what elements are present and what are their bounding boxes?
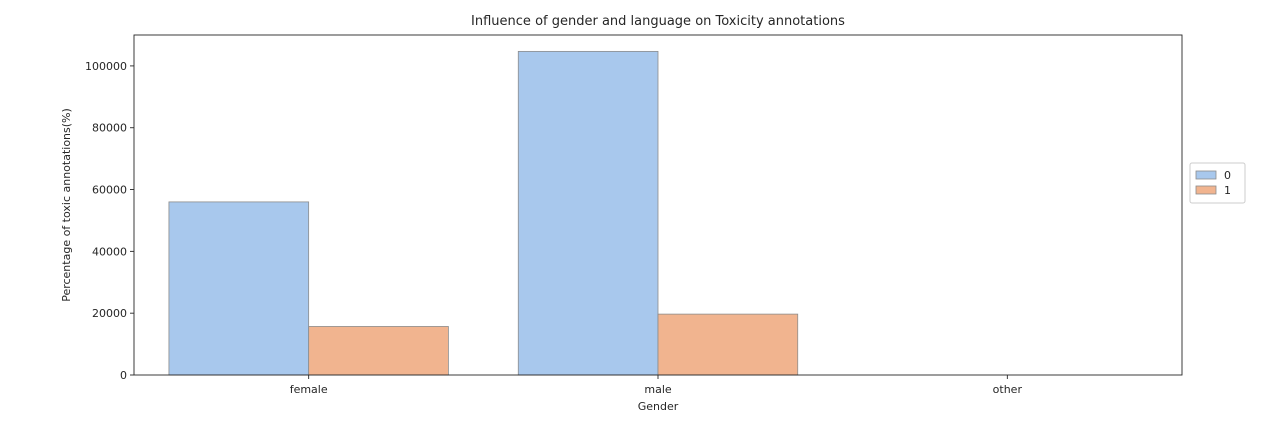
x-axis-title: Gender [638,400,679,413]
chart-title: Influence of gender and language on Toxi… [471,14,845,29]
legend-label-1: 1 [1224,184,1231,197]
x-axis: female male other [290,375,1023,396]
legend-label-0: 0 [1224,169,1231,182]
legend-box [1189,162,1246,204]
bars-group [168,50,799,376]
bar-male-series-0 [517,50,659,376]
x-tick-label: other [993,383,1023,396]
y-tick-label: 40000 [92,245,127,258]
y-tick-label: 0 [120,369,127,382]
x-tick-label: male [644,383,672,396]
x-tick-label: female [290,383,328,396]
legend: 01 [1189,162,1246,204]
bar-female-series-1 [308,326,449,376]
y-tick-label: 80000 [92,122,127,135]
y-tick-label: 60000 [92,184,127,197]
legend-swatch-1 [1195,185,1217,195]
bar-male-series-1 [657,313,799,376]
bar-female-series-0 [168,201,310,376]
legend-swatch-0 [1195,170,1217,180]
y-axis: 0 20000 40000 60000 80000 100000 [85,60,134,382]
y-tick-label: 100000 [85,60,127,73]
y-axis-title: Percentage of toxic annotations(%) [60,108,73,302]
y-tick-label: 20000 [92,307,127,320]
